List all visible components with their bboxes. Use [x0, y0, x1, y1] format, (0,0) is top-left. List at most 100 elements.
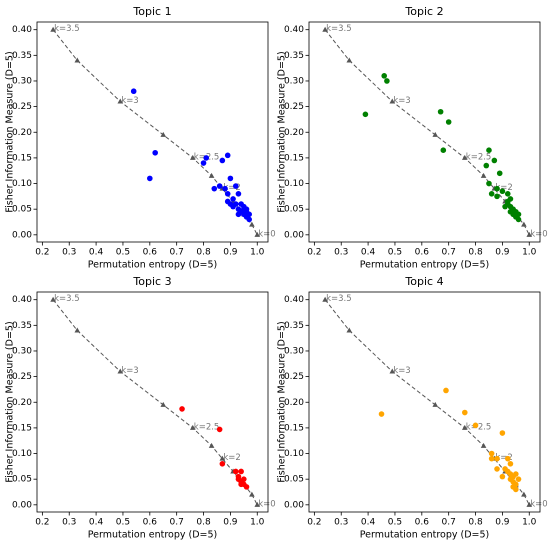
subplot-title: Topic 1 — [132, 5, 171, 18]
point — [219, 157, 226, 164]
y-tick-label: 0.25 — [12, 372, 32, 382]
x-tick-label: 0.9 — [495, 518, 510, 528]
x-tick-label: 0.3 — [62, 518, 76, 528]
x-tick-label: 0.8 — [196, 248, 211, 258]
y-tick-label: 0.40 — [284, 25, 304, 35]
y-axis-label: Fisher Information Measure (D=5) — [277, 51, 288, 212]
y-tick-label: 0.20 — [12, 398, 32, 408]
x-tick-label: 0.4 — [89, 248, 104, 258]
point — [224, 190, 231, 197]
point — [440, 147, 447, 154]
x-tick-label: 0.5 — [116, 248, 130, 258]
reference-label: k=3.5 — [54, 24, 80, 34]
point — [504, 198, 511, 205]
y-tick-label: 0.35 — [284, 321, 304, 331]
x-axis-label: Permutation entropy (D=5) — [360, 260, 490, 271]
reference-marker — [480, 172, 487, 178]
x-tick-label: 0.5 — [116, 518, 130, 528]
point — [515, 216, 522, 223]
point — [235, 211, 242, 218]
y-tick-label: 0.30 — [12, 346, 32, 356]
point — [488, 455, 495, 462]
point — [502, 203, 508, 210]
reference-label: k=2.5 — [466, 422, 492, 432]
reference-label: k=2 — [223, 183, 240, 193]
reference-marker — [480, 442, 487, 448]
point — [499, 188, 506, 195]
point — [230, 196, 236, 202]
point — [483, 162, 490, 169]
y-tick-label: 0.15 — [284, 153, 304, 163]
point — [238, 468, 244, 475]
reference-label: k=0 — [258, 229, 275, 239]
subplot-title: Topic 3 — [132, 275, 171, 288]
subplot: Topic 4 Permutation entropy (D=5) Fisher I… — [277, 275, 548, 541]
x-axis-label: Permutation entropy (D=5) — [88, 530, 218, 541]
point — [241, 476, 247, 482]
reference-marker — [219, 455, 226, 461]
reference-marker — [189, 154, 196, 160]
reference-marker — [322, 26, 328, 32]
y-tick-label: 0.30 — [284, 76, 304, 86]
reference-marker — [461, 424, 468, 430]
point — [200, 160, 207, 166]
x-tick-label: 0.6 — [143, 248, 158, 258]
point — [246, 211, 252, 218]
reference-label: k=3.5 — [326, 24, 352, 34]
x-tick-label: 0.3 — [334, 248, 348, 258]
x-axis-label: Permutation entropy (D=5) — [88, 260, 218, 271]
y-tick-label: 0.00 — [12, 230, 32, 240]
reference-marker — [189, 424, 196, 430]
y-tick-label: 0.05 — [284, 205, 304, 215]
y-tick-label: 0.10 — [284, 449, 304, 459]
point — [378, 411, 385, 417]
y-tick-label: 0.20 — [284, 398, 304, 408]
point — [224, 198, 231, 205]
reference-label: k=3.5 — [54, 294, 80, 304]
x-tick-label: 0.5 — [388, 518, 402, 528]
x-tick-label: 0.9 — [223, 518, 238, 528]
subplot: Topic 2 Permutation entropy (D=5) Fisher I… — [277, 5, 548, 271]
reference-label: k=0 — [530, 229, 547, 239]
point — [494, 185, 500, 192]
y-tick-label: 0.10 — [284, 179, 304, 189]
reference-marker — [50, 26, 56, 32]
point — [230, 203, 236, 210]
point — [504, 190, 511, 197]
reference-line — [52, 299, 258, 506]
point — [488, 450, 495, 457]
x-tick-label: 0.9 — [223, 248, 238, 258]
x-tick-label: 0.6 — [143, 518, 158, 528]
subplot-title: Topic 2 — [404, 5, 443, 18]
reference-label: k=3 — [393, 366, 410, 376]
x-tick-label: 0.7 — [170, 248, 184, 258]
point — [494, 455, 500, 462]
reference-marker — [254, 501, 261, 507]
reference-marker — [346, 57, 353, 63]
y-tick-label: 0.15 — [12, 423, 32, 433]
y-axis-label: Fisher Information Measure (D=5) — [5, 321, 16, 482]
y-tick-label: 0.20 — [12, 128, 32, 138]
point — [222, 185, 228, 192]
point — [232, 183, 239, 189]
reference-label: k=3.5 — [326, 294, 352, 304]
y-tick-label: 0.15 — [284, 423, 304, 433]
subplot-title: Topic 4 — [404, 275, 443, 288]
reference-marker — [208, 172, 215, 178]
x-tick-label: 0.4 — [361, 518, 376, 528]
y-tick-label: 0.35 — [284, 51, 304, 61]
reference-label: k=2 — [223, 453, 240, 463]
point — [219, 460, 226, 467]
point — [362, 111, 369, 118]
point — [179, 406, 185, 412]
y-tick-label: 0.40 — [12, 295, 32, 305]
reference-marker — [208, 442, 215, 448]
point — [445, 119, 452, 125]
x-tick-label: 0.6 — [415, 248, 430, 258]
point — [203, 155, 210, 161]
point — [443, 387, 449, 394]
point — [147, 175, 153, 182]
y-tick-label: 0.35 — [12, 321, 32, 331]
point — [232, 468, 239, 475]
